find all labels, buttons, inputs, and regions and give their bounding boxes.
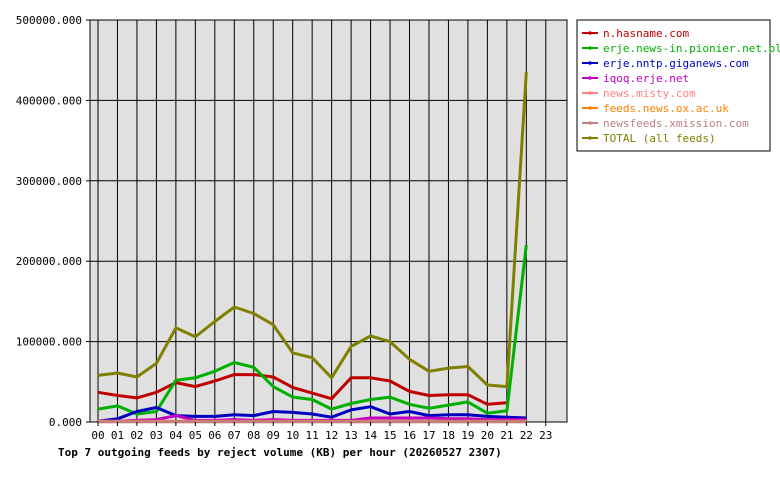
x-tick-label: 00 (91, 429, 104, 442)
legend-entry: TOTAL (all feeds) (582, 132, 716, 145)
legend-marker (588, 106, 592, 110)
x-tick-label: 22 (520, 429, 533, 442)
y-tick-label: 300000.000 (16, 175, 82, 188)
series-line-1 (97, 373, 508, 406)
x-tick-label: 19 (461, 429, 474, 442)
x-tick-label: 05 (189, 429, 202, 442)
legend-label: news.misty.com (603, 87, 696, 100)
x-tick-label: 15 (383, 429, 396, 442)
legend-marker (588, 46, 592, 50)
y-tick-label: 400000.000 (16, 94, 82, 107)
x-tick-label: 03 (150, 429, 163, 442)
chart-title: Top 7 outgoing feeds by reject volume (K… (58, 446, 502, 459)
legend-label: erje.nntp.giganews.com (603, 57, 749, 70)
legend-marker (588, 121, 592, 125)
legend-marker (588, 31, 592, 35)
legend-marker (588, 136, 592, 140)
y-tick-label: 100000.000 (16, 336, 82, 349)
legend-label: newsfeeds.xmission.com (603, 117, 749, 130)
legend-entry: iqoq.erje.net (582, 72, 689, 85)
y-tick-label: 500000.000 (16, 14, 82, 27)
legend-marker (588, 76, 592, 80)
x-tick-label: 17 (422, 429, 435, 442)
series-lines (97, 72, 528, 424)
legend-entry: erje.news-in.pionier.net.pl (582, 42, 780, 55)
legend-entry: news.misty.com (582, 87, 696, 100)
legend-entry: newsfeeds.xmission.com (582, 117, 749, 130)
x-tick-label: 13 (344, 429, 357, 442)
x-tick-label: 23 (539, 429, 552, 442)
legend-entry: n.hasname.com (582, 27, 689, 40)
x-tick-label: 06 (208, 429, 221, 442)
x-tick-label: 16 (403, 429, 416, 442)
series-line-2 (97, 244, 528, 416)
x-tick-label: 12 (325, 429, 338, 442)
legend-label: erje.news-in.pionier.net.pl (603, 42, 780, 55)
legend-box (576, 19, 771, 152)
plot-area (89, 19, 568, 423)
legend-label: feeds.news.ox.ac.uk (603, 102, 729, 115)
legend: n.hasname.com erje.news-in.pionier.net.pl… (576, 19, 780, 152)
series-line-3 (97, 405, 527, 423)
x-tick-label: 08 (247, 429, 260, 442)
legend-label: TOTAL (all feeds) (603, 132, 716, 145)
legend-entry: erje.nntp.giganews.com (582, 57, 749, 70)
legend-marker (588, 61, 592, 65)
y-tick-label: 200000.000 (16, 255, 82, 268)
x-axis: 00 01 02 03 04 05 06 07 08 09 10 11 12 13 14 15 16 17 18 19… (91, 422, 552, 442)
y-axis: 0.000 100000.000 200000.000 300000.000 40000… (16, 14, 90, 429)
x-tick-label: 14 (364, 429, 378, 442)
legend-marker (588, 91, 592, 95)
series-line-8 (97, 72, 528, 389)
x-tick-label: 21 (500, 429, 513, 442)
y-tick-label: 0.000 (49, 416, 82, 429)
x-tick-label: 07 (228, 429, 241, 442)
x-tick-label: 10 (286, 429, 299, 442)
legend-label: iqoq.erje.net (603, 72, 689, 85)
x-tick-label: 02 (130, 429, 143, 442)
legend-entry: feeds.news.ox.ac.uk (582, 102, 729, 115)
x-tick-label: 09 (267, 429, 280, 442)
x-tick-label: 04 (169, 429, 183, 442)
x-tick-label: 20 (481, 429, 494, 442)
x-tick-label: 11 (306, 429, 319, 442)
legend-label: n.hasname.com (603, 27, 689, 40)
x-tick-label: 01 (111, 429, 124, 442)
x-tick-label: 18 (442, 429, 455, 442)
